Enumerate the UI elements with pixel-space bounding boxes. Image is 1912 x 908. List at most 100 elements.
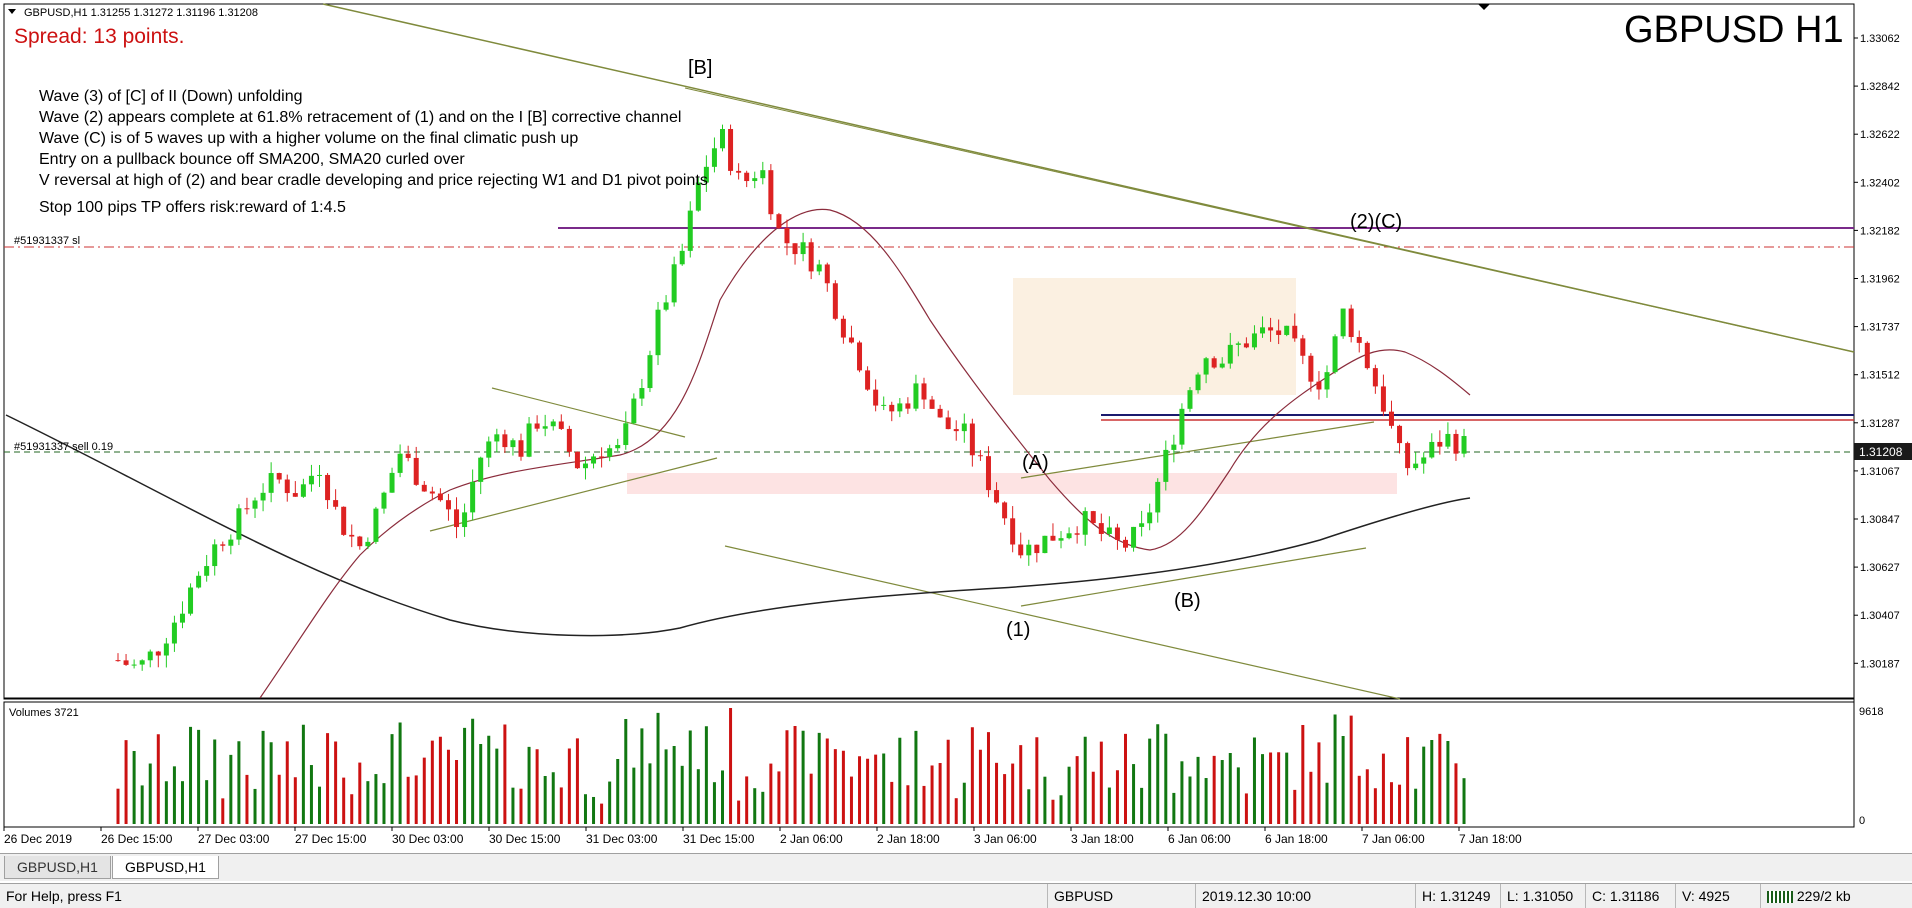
candle-body	[977, 455, 983, 457]
candle-body	[1098, 523, 1104, 534]
candle-body	[405, 453, 411, 458]
wave-label-b: (B)	[1174, 590, 1201, 612]
wave-label-a: (A)	[1022, 452, 1049, 474]
y-tick-label: 1.31962	[1860, 274, 1900, 286]
candle-body	[663, 302, 669, 310]
candle-body	[196, 575, 202, 588]
chart-shift-marker-icon[interactable]	[1478, 4, 1490, 10]
candle-body	[1332, 336, 1338, 373]
candle-body	[1445, 433, 1451, 447]
candle-body	[768, 170, 774, 215]
candle-body	[139, 660, 145, 665]
candle-body	[1324, 372, 1330, 390]
candle-body	[760, 170, 766, 179]
x-tick-label: 30 Dec 15:00	[489, 832, 561, 846]
x-tick-label: 7 Jan 06:00	[1362, 832, 1425, 846]
tab-gbpusd-h1-first[interactable]: GBPUSD,H1	[4, 856, 111, 879]
candle-body	[961, 423, 967, 432]
candle-body	[1211, 358, 1217, 368]
candle-body	[1380, 386, 1386, 412]
candle-body	[429, 491, 435, 494]
candle-body	[1388, 411, 1394, 426]
y-axis-ticks: 1.33062 1.32842 1.32622 1.32402 1.32182 1.319…	[1854, 33, 1900, 670]
candle-body	[1123, 539, 1128, 548]
status-volume: V: 4925	[1675, 884, 1730, 908]
price-pane-frame	[3, 3, 1855, 700]
annotation-line-6: Stop 100 pips TP offers risk:reward of 1…	[39, 199, 346, 216]
chart-tab-bar: GBPUSD,H1 GBPUSD,H1	[0, 853, 1912, 881]
x-tick-label: 31 Dec 03:00	[586, 832, 658, 846]
candle-body	[744, 172, 750, 182]
candle-body	[607, 448, 613, 457]
annotation-line-5: V reversal at high of (2) and bear cradl…	[39, 172, 708, 189]
candle-body	[1090, 511, 1096, 524]
volume-bars	[116, 708, 1466, 824]
candle-body	[1050, 535, 1056, 541]
candle-body	[1131, 526, 1137, 548]
y-tick-label: 1.30627	[1860, 562, 1900, 574]
status-symbol: GBPUSD	[1047, 884, 1113, 908]
candle-body	[1219, 363, 1225, 368]
y-tick-label: 1.30847	[1860, 514, 1900, 526]
candle-body	[1147, 512, 1153, 524]
candle-body	[325, 474, 331, 501]
candle-body	[591, 456, 597, 464]
x-tick-label: 6 Jan 06:00	[1168, 832, 1231, 846]
candle-body	[824, 264, 830, 284]
candle-body	[840, 318, 846, 338]
volume-pane-frame	[3, 701, 1855, 828]
current-price-marker	[1854, 443, 1912, 460]
candle-body	[574, 451, 580, 469]
chart-menu-arrow-icon[interactable]	[8, 9, 16, 14]
candle-body	[1437, 441, 1443, 447]
candle-body	[1034, 544, 1040, 554]
x-tick-label: 26 Dec 15:00	[101, 832, 173, 846]
candle-body	[115, 660, 121, 662]
triangle-lower-line	[429, 457, 718, 532]
candle-body	[848, 337, 854, 343]
candle-body	[784, 227, 790, 244]
candle-body	[454, 509, 460, 528]
candle-body	[897, 403, 903, 412]
candle-body	[308, 475, 314, 485]
candle-body	[913, 383, 919, 409]
candle-body	[969, 423, 975, 456]
candle-body	[792, 243, 798, 255]
abc-lower-line	[1020, 547, 1367, 607]
candle-body	[728, 128, 734, 171]
candle-body	[1114, 527, 1120, 540]
candle-body	[937, 408, 943, 418]
candle-body	[921, 383, 927, 400]
candle-body	[703, 166, 709, 183]
wave-label-b-major: [B]	[688, 57, 712, 79]
candle-body	[985, 456, 991, 491]
candle-body	[1308, 355, 1314, 382]
candle-body	[1268, 327, 1274, 331]
chart-svg: 1.33062 1.32842 1.32622 1.32402 1.32182 1.319…	[3, 3, 1912, 846]
status-high: H: 1.31249	[1415, 884, 1491, 908]
candle-body	[639, 388, 645, 399]
candle-body	[1002, 502, 1008, 519]
candle-body	[1082, 511, 1088, 535]
candle-body	[752, 178, 758, 182]
candle-body	[550, 421, 556, 427]
candle-body	[373, 508, 379, 542]
candle-body	[1348, 308, 1354, 338]
candle-body	[1010, 518, 1016, 545]
candle-body	[1187, 390, 1193, 409]
y-tick-label: 1.32402	[1860, 177, 1900, 189]
candle-body	[204, 566, 210, 576]
candle-body	[260, 492, 266, 501]
candle-body	[1429, 441, 1435, 458]
candle-body	[1397, 425, 1403, 444]
candle-body	[816, 264, 822, 272]
tab-gbpusd-h1-second[interactable]: GBPUSD,H1	[112, 856, 219, 879]
candle-body	[953, 429, 959, 432]
candle-body	[1364, 342, 1370, 369]
candle-body	[1260, 327, 1266, 334]
candle-body	[510, 440, 516, 448]
candle-body	[1171, 444, 1177, 450]
candle-body	[615, 445, 621, 449]
x-tick-label: 27 Dec 03:00	[198, 832, 270, 846]
candle-body	[333, 500, 339, 507]
